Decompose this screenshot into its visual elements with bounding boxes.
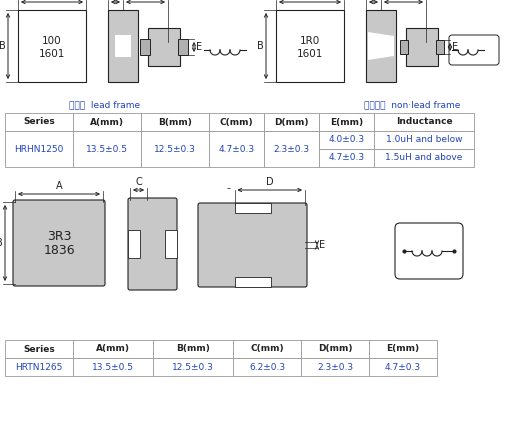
- Bar: [400, 40, 408, 54]
- Text: 3R3: 3R3: [47, 230, 71, 242]
- Bar: [5, 340, 73, 358]
- FancyBboxPatch shape: [13, 200, 105, 286]
- FancyBboxPatch shape: [449, 35, 499, 65]
- Text: 13.5±0.5: 13.5±0.5: [86, 144, 128, 153]
- Bar: [374, 131, 474, 149]
- Text: B: B: [0, 238, 3, 248]
- Text: 无引脚框  non·lead frame: 无引脚框 non·lead frame: [364, 100, 460, 109]
- Bar: [264, 113, 319, 131]
- Text: 1601: 1601: [39, 49, 65, 59]
- Text: B(mm): B(mm): [176, 345, 210, 354]
- Text: C(mm): C(mm): [250, 345, 284, 354]
- Text: A: A: [56, 181, 62, 191]
- Text: HRTN1265: HRTN1265: [15, 363, 62, 371]
- Bar: [153, 340, 233, 358]
- Bar: [128, 230, 140, 258]
- Text: A(mm): A(mm): [96, 345, 130, 354]
- Bar: [141, 113, 209, 131]
- Text: 4.7±0.3: 4.7±0.3: [329, 153, 365, 162]
- Text: Inductance: Inductance: [396, 118, 453, 127]
- Bar: [141, 131, 209, 167]
- Text: A(mm): A(mm): [90, 118, 124, 127]
- Bar: [5, 358, 73, 376]
- Text: C: C: [135, 177, 142, 187]
- Text: 引脚框  lead frame: 引脚框 lead frame: [70, 100, 140, 109]
- Text: E: E: [452, 42, 458, 52]
- Text: Series: Series: [23, 345, 55, 354]
- Text: B: B: [257, 41, 264, 51]
- Text: E: E: [196, 42, 202, 52]
- Bar: [233, 358, 301, 376]
- Text: 13.5±0.5: 13.5±0.5: [92, 363, 134, 371]
- Bar: [209, 131, 264, 167]
- Text: -: -: [227, 183, 231, 193]
- Text: 4.7±0.3: 4.7±0.3: [385, 363, 421, 371]
- Text: D(mm): D(mm): [318, 345, 352, 354]
- Bar: [234, 203, 270, 213]
- Bar: [319, 131, 374, 149]
- Bar: [18, 10, 86, 82]
- Bar: [140, 39, 150, 55]
- Bar: [5, 131, 73, 167]
- Bar: [234, 277, 270, 287]
- Bar: [115, 35, 131, 57]
- Text: 12.5±0.3: 12.5±0.3: [154, 144, 196, 153]
- Bar: [301, 358, 369, 376]
- FancyBboxPatch shape: [128, 198, 177, 290]
- Bar: [153, 358, 233, 376]
- Text: 1.5uH and above: 1.5uH and above: [385, 153, 463, 162]
- Text: D(mm): D(mm): [274, 118, 309, 127]
- Bar: [369, 340, 437, 358]
- Text: 100: 100: [42, 36, 62, 46]
- Text: 6.2±0.3: 6.2±0.3: [249, 363, 285, 371]
- Text: D: D: [266, 177, 273, 187]
- Text: 1.0uH and below: 1.0uH and below: [386, 135, 462, 144]
- FancyBboxPatch shape: [198, 203, 307, 287]
- Bar: [108, 10, 138, 82]
- Bar: [319, 113, 374, 131]
- Bar: [73, 340, 153, 358]
- Polygon shape: [368, 32, 394, 60]
- Bar: [73, 131, 141, 167]
- Bar: [406, 28, 438, 66]
- Text: B: B: [0, 41, 6, 51]
- Text: 2.3±0.3: 2.3±0.3: [317, 363, 353, 371]
- Text: B(mm): B(mm): [158, 118, 192, 127]
- Bar: [366, 10, 396, 82]
- Text: 12.5±0.3: 12.5±0.3: [172, 363, 214, 371]
- Text: C(mm): C(mm): [220, 118, 253, 127]
- Bar: [233, 340, 301, 358]
- Bar: [374, 149, 474, 167]
- Text: 4.7±0.3: 4.7±0.3: [218, 144, 254, 153]
- Bar: [276, 10, 344, 82]
- Text: E(mm): E(mm): [330, 118, 363, 127]
- Bar: [264, 131, 319, 167]
- Bar: [5, 113, 73, 131]
- Bar: [374, 113, 474, 131]
- Text: HRHN1250: HRHN1250: [14, 144, 63, 153]
- Bar: [178, 39, 188, 55]
- Bar: [73, 113, 141, 131]
- Text: 2.3±0.3: 2.3±0.3: [273, 144, 310, 153]
- Bar: [301, 340, 369, 358]
- FancyBboxPatch shape: [395, 223, 463, 279]
- Bar: [165, 230, 177, 258]
- Text: E: E: [319, 240, 325, 250]
- Bar: [319, 149, 374, 167]
- Text: 1836: 1836: [43, 245, 75, 257]
- Text: E(mm): E(mm): [386, 345, 420, 354]
- Bar: [209, 113, 264, 131]
- Text: 4.0±0.3: 4.0±0.3: [329, 135, 365, 144]
- Bar: [436, 40, 444, 54]
- Text: Series: Series: [23, 118, 55, 127]
- Text: 1R0: 1R0: [300, 36, 320, 46]
- Bar: [148, 28, 180, 66]
- Text: 1601: 1601: [297, 49, 323, 59]
- Bar: [73, 358, 153, 376]
- Bar: [369, 358, 437, 376]
